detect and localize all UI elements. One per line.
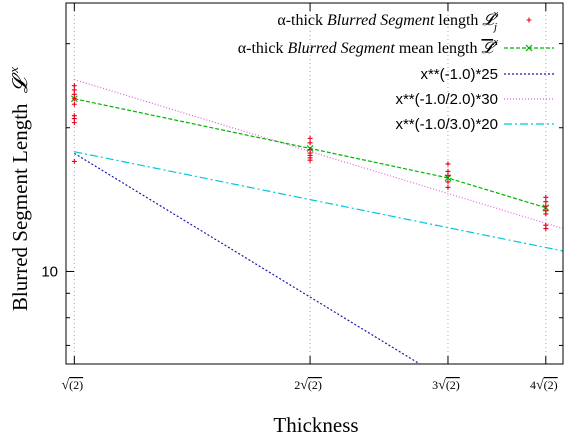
length-point-10: [307, 140, 313, 146]
x-tick-label-root: √: [300, 378, 308, 393]
x-tick-label-radicand: (2): [544, 378, 558, 392]
length-point-21: [543, 194, 549, 200]
legend-label-2: x**(-1.0)*25: [420, 66, 498, 83]
legend-label-1: α-thick Blurred Segment mean length 𝓛x: [238, 36, 498, 57]
x-tick-label-2: 3√(2): [432, 378, 460, 393]
legend-label-italic: Blurred Segment: [287, 40, 395, 57]
x-tick-label-root: √: [438, 378, 446, 393]
x-tick-label-root: √: [61, 378, 69, 393]
legend-label-4: x**(-1.0/3.0)*20: [395, 116, 498, 133]
length-point-25: [543, 211, 549, 217]
length-point-1: [71, 87, 77, 93]
fit-2-line: [74, 79, 563, 230]
length-point-23: [543, 203, 549, 209]
x-tick-label-1: 2√(2): [294, 378, 322, 393]
length-point-16: [445, 161, 451, 167]
x-tick-label-prefix: 2: [294, 378, 300, 392]
length-point-0: [71, 83, 77, 89]
x-tick-label-radicand: (2): [446, 378, 460, 392]
y-axis: 10: [41, 43, 563, 346]
legend-sample-marker-1: [525, 44, 533, 52]
x-axis-label: Thickness: [273, 413, 358, 437]
length-point-2: [71, 91, 77, 97]
length-point-19: [445, 179, 451, 185]
x-tick-label-prefix: 4: [530, 378, 536, 392]
mean-length-line: [74, 98, 546, 209]
grid-lines: [73, 3, 547, 364]
legend-label-prefix: x**(-1.0/2.0)*30: [395, 91, 498, 108]
x-tick-label-radicand: (2): [69, 378, 83, 392]
legend-label-sup: x: [492, 8, 498, 20]
fit-lines: [74, 79, 563, 364]
legend-label-prefix: α-thick: [277, 12, 327, 29]
legend-label-italic: Blurred Segment: [327, 12, 435, 29]
length-point-8: [71, 158, 77, 164]
y-axis-label-group: Blurred Segment Length 𝓛 x: [6, 67, 32, 311]
legend-label-sup: x: [492, 36, 498, 48]
length-point-7: [71, 120, 77, 126]
x-tick-label-root: √: [536, 378, 544, 393]
y-axis-label-symbol: 𝓛: [8, 72, 32, 93]
fit-1-line: [74, 152, 422, 364]
legend-sample-0: [526, 17, 532, 23]
y-tick-label-0: 10: [41, 263, 58, 280]
mean-length-point-2: [444, 174, 452, 182]
x-tick-label-radicand: (2): [308, 378, 322, 392]
length-point-27: [543, 226, 549, 232]
length-point-18: [445, 172, 451, 178]
x-tick-label-0: √(2): [61, 378, 83, 393]
length-point-20: [445, 184, 451, 190]
legend-label-sub: j: [492, 21, 497, 33]
legend-label-suffix: mean length: [395, 40, 482, 57]
length-point-4: [71, 101, 77, 107]
fit-3-line: [74, 151, 563, 252]
legend: α-thick Blurred Segment length 𝓛jxα-thic…: [238, 8, 554, 133]
length-points-series: [71, 83, 549, 232]
length-point-22: [543, 199, 549, 205]
length-point-15: [307, 157, 313, 163]
x-tick-label-prefix: 3: [432, 378, 438, 392]
length-point-9: [307, 135, 313, 141]
legend-label-prefix: x**(-1.0)*25: [420, 66, 498, 83]
plot-frame: [65, 2, 564, 365]
y-axis-label-sup: x: [6, 67, 21, 74]
legend-label-prefix: x**(-1.0/3.0)*20: [395, 116, 498, 133]
y-axis-label: Blurred Segment Length 𝓛 x: [6, 67, 32, 311]
legend-label-prefix: α-thick: [238, 40, 288, 57]
x-axis: √(2) 2√(2) 3√(2) 4√(2): [61, 3, 558, 393]
legend-label-suffix: length: [434, 12, 482, 29]
x-tick-label-3: 4√(2): [530, 378, 558, 393]
y-axis-label-text: Blurred Segment Length: [8, 103, 32, 311]
legend-label-3: x**(-1.0/2.0)*30: [395, 91, 498, 108]
legend-label-0: α-thick Blurred Segment length 𝓛jx: [277, 8, 498, 33]
length-point-3: [71, 96, 77, 102]
